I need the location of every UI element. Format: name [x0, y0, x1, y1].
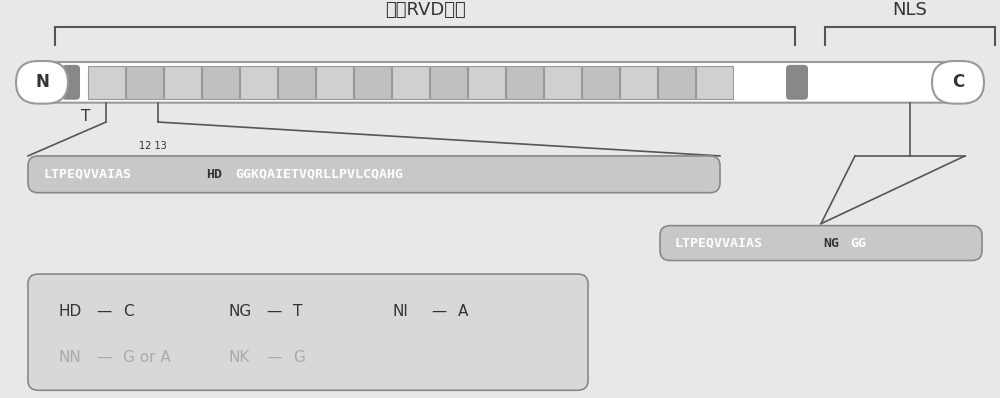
Text: G: G [293, 350, 305, 365]
Bar [354, 66, 391, 99]
Text: NLS: NLS [893, 1, 927, 20]
Bar [202, 66, 239, 99]
Text: NI: NI [393, 304, 409, 319]
Bar [88, 66, 125, 99]
FancyBboxPatch shape [932, 61, 984, 103]
Text: NG: NG [228, 304, 251, 319]
Bar [544, 66, 581, 99]
Text: LTPEQVVAIAS: LTPEQVVAIAS [43, 168, 131, 181]
FancyBboxPatch shape [16, 61, 68, 103]
Bar [620, 66, 657, 99]
Text: T: T [81, 109, 91, 125]
Text: GGKQAIETVQRLLPVLCQAHG: GGKQAIETVQRLLPVLCQAHG [235, 168, 403, 181]
Bar [316, 66, 353, 99]
Bar [278, 66, 315, 99]
Text: T: T [293, 304, 302, 319]
Bar [582, 66, 619, 99]
FancyBboxPatch shape [28, 156, 720, 193]
Bar [696, 66, 733, 99]
Bar [164, 66, 201, 99]
Text: C: C [123, 304, 134, 319]
Text: G or A: G or A [123, 350, 171, 365]
Text: 合成RVD模体: 合成RVD模体 [385, 1, 465, 20]
Text: A: A [458, 304, 468, 319]
Bar [468, 66, 505, 99]
Bar [658, 66, 695, 99]
Bar [392, 66, 429, 99]
FancyBboxPatch shape [734, 65, 784, 100]
Bar [126, 66, 163, 99]
Text: NN: NN [58, 350, 81, 365]
Text: C: C [952, 73, 964, 91]
Bar [506, 66, 543, 99]
Text: LTPEQVVAIAS: LTPEQVVAIAS [675, 236, 763, 250]
Text: 12 13: 12 13 [139, 141, 167, 151]
Text: —: — [431, 304, 446, 319]
FancyBboxPatch shape [62, 65, 80, 100]
Text: NK: NK [228, 350, 249, 365]
FancyBboxPatch shape [18, 62, 982, 103]
Text: NG: NG [824, 236, 840, 250]
Bar [430, 66, 467, 99]
Text: HD: HD [206, 168, 222, 181]
Text: —: — [266, 350, 281, 365]
FancyBboxPatch shape [28, 274, 588, 390]
Text: —: — [96, 350, 111, 365]
Text: GG: GG [850, 236, 866, 250]
FancyBboxPatch shape [786, 65, 808, 100]
Text: —: — [96, 304, 111, 319]
Text: HD: HD [58, 304, 81, 319]
FancyBboxPatch shape [660, 226, 982, 261]
Text: N: N [35, 73, 49, 91]
Text: —: — [266, 304, 281, 319]
Bar [240, 66, 277, 99]
